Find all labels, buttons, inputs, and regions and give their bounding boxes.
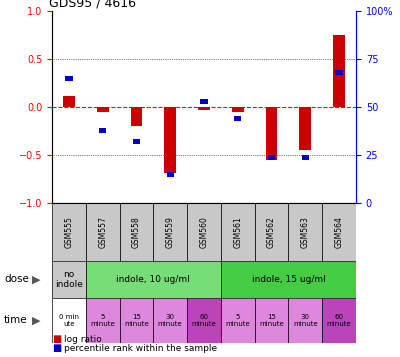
Text: 15
minute: 15 minute: [259, 314, 284, 327]
Bar: [86, 203, 120, 261]
Text: GSM562: GSM562: [267, 216, 276, 248]
Text: 60
minute: 60 minute: [327, 314, 352, 327]
Text: 5
minute: 5 minute: [90, 314, 115, 327]
Bar: [187, 203, 221, 261]
Text: indole, 15 ug/ml: indole, 15 ug/ml: [252, 275, 325, 284]
Text: ■: ■: [52, 343, 61, 353]
Bar: [335, 70, 343, 75]
Bar: [52, 203, 86, 261]
Bar: [198, 107, 210, 110]
Bar: [65, 76, 73, 81]
Text: log ratio: log ratio: [64, 335, 102, 344]
Text: 15
minute: 15 minute: [124, 314, 149, 327]
Text: 0 min
ute: 0 min ute: [59, 314, 79, 327]
Bar: [255, 298, 288, 343]
Bar: [86, 298, 120, 343]
Bar: [322, 298, 356, 343]
Bar: [200, 99, 208, 104]
Text: GSM559: GSM559: [166, 216, 175, 248]
Bar: [300, 107, 311, 151]
Text: GSM560: GSM560: [200, 216, 208, 248]
Text: ■: ■: [52, 334, 61, 344]
Bar: [120, 203, 153, 261]
Bar: [268, 155, 275, 160]
Bar: [302, 155, 309, 160]
Text: GSM555: GSM555: [64, 216, 73, 248]
Bar: [288, 203, 322, 261]
Bar: [86, 261, 221, 298]
Bar: [221, 203, 255, 261]
Text: dose: dose: [4, 274, 29, 285]
Text: 30
minute: 30 minute: [158, 314, 182, 327]
Text: ▶: ▶: [32, 315, 40, 326]
Text: 5
minute: 5 minute: [226, 314, 250, 327]
Bar: [187, 298, 221, 343]
Bar: [153, 298, 187, 343]
Text: time: time: [4, 315, 28, 326]
Text: GSM557: GSM557: [98, 216, 107, 248]
Text: GDS95 / 4616: GDS95 / 4616: [49, 0, 136, 10]
Bar: [166, 172, 174, 177]
Text: GSM561: GSM561: [233, 216, 242, 248]
Bar: [255, 203, 288, 261]
Bar: [333, 35, 345, 107]
Bar: [130, 107, 142, 126]
Bar: [133, 139, 140, 144]
Bar: [232, 107, 244, 112]
Bar: [234, 116, 242, 121]
Text: GSM563: GSM563: [301, 216, 310, 248]
Text: 30
minute: 30 minute: [293, 314, 318, 327]
Text: 60
minute: 60 minute: [192, 314, 216, 327]
Bar: [288, 298, 322, 343]
Bar: [221, 261, 356, 298]
Bar: [52, 261, 86, 298]
Bar: [153, 203, 187, 261]
Text: GSM564: GSM564: [335, 216, 344, 248]
Bar: [322, 203, 356, 261]
Text: percentile rank within the sample: percentile rank within the sample: [64, 343, 217, 353]
Bar: [97, 107, 108, 112]
Text: indole, 10 ug/ml: indole, 10 ug/ml: [116, 275, 190, 284]
Text: GSM558: GSM558: [132, 216, 141, 248]
Bar: [221, 298, 255, 343]
Bar: [52, 298, 86, 343]
Bar: [63, 96, 75, 107]
Bar: [266, 107, 278, 160]
Text: no
indole: no indole: [55, 270, 83, 289]
Bar: [164, 107, 176, 173]
Bar: [120, 298, 153, 343]
Text: ▶: ▶: [32, 274, 40, 285]
Bar: [99, 128, 106, 133]
